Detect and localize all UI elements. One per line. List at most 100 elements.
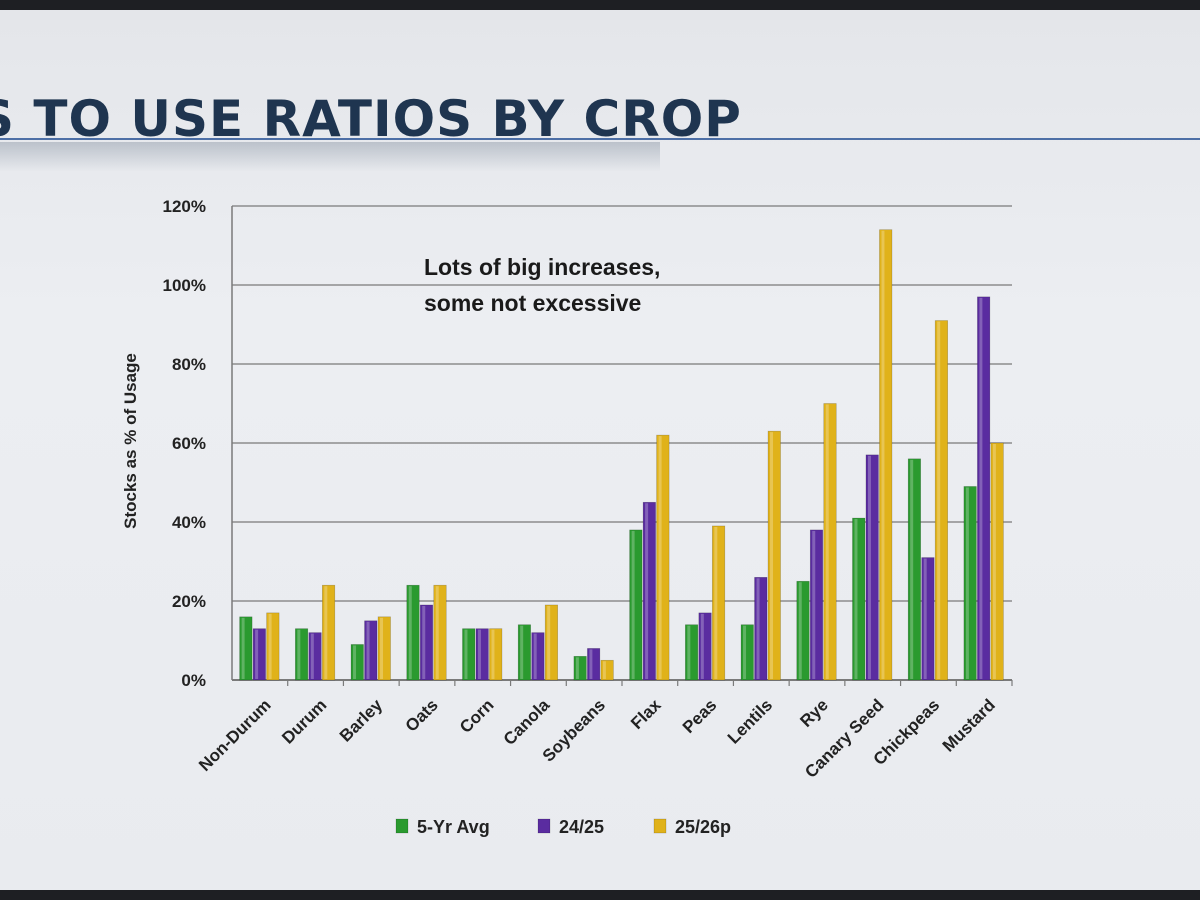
bar — [517, 624, 531, 681]
bar — [642, 501, 656, 681]
chart-annotation: some not excessive — [424, 290, 641, 316]
legend-swatch — [653, 818, 667, 834]
bar — [767, 430, 781, 681]
x-tick-label: Rye — [796, 695, 831, 730]
bar — [377, 616, 391, 681]
bar — [531, 632, 545, 681]
legend-swatch — [395, 818, 409, 834]
bar — [698, 612, 712, 681]
bar-highlight — [965, 487, 969, 679]
bar — [934, 320, 948, 681]
bar — [475, 628, 489, 681]
bar-highlight — [255, 629, 259, 679]
y-tick-label: 100% — [163, 276, 206, 295]
y-tick-label: 60% — [172, 434, 206, 453]
bar-highlight — [937, 321, 941, 679]
x-tick-label: Peas — [679, 695, 721, 737]
bar — [921, 557, 935, 681]
bar-highlight — [589, 649, 593, 679]
bar-highlight — [645, 503, 649, 679]
x-tick-label: Mustard — [939, 695, 999, 755]
legend-label: 5-Yr Avg — [417, 817, 490, 837]
x-tick-label: Durum — [278, 695, 330, 747]
bar-highlight — [658, 436, 662, 679]
bar-highlight — [380, 617, 384, 679]
bar — [462, 628, 476, 681]
bar-highlight — [825, 404, 829, 679]
bar-highlight — [631, 530, 635, 679]
bar — [544, 604, 558, 681]
bar — [573, 655, 587, 681]
bar-highlight — [867, 455, 871, 679]
bar — [239, 616, 253, 681]
bar — [600, 659, 614, 681]
bar — [712, 525, 726, 681]
x-tick-label: Oats — [402, 695, 442, 735]
bar — [963, 486, 977, 681]
bar-highlight — [854, 519, 858, 679]
bar-highlight — [602, 661, 606, 679]
bar — [990, 442, 1004, 681]
x-tick-label: Corn — [456, 695, 497, 736]
legend-swatch — [537, 818, 551, 834]
bar-highlight — [881, 230, 885, 679]
bar — [266, 612, 280, 681]
bar-highlight — [310, 633, 314, 679]
bar-highlight — [477, 629, 481, 679]
legend-label: 24/25 — [559, 817, 604, 837]
bar-highlight — [408, 586, 412, 679]
y-axis-title: Stocks as % of Usage — [121, 353, 140, 529]
x-tick-label: Flax — [627, 695, 665, 733]
bar-highlight — [435, 586, 439, 679]
bar-highlight — [700, 613, 704, 679]
x-tick-label: Lentils — [724, 695, 776, 747]
bar-highlight — [366, 621, 370, 679]
y-tick-label: 80% — [172, 355, 206, 374]
bar — [433, 584, 447, 681]
bar — [879, 229, 893, 681]
bar — [796, 580, 810, 681]
bar — [587, 648, 601, 681]
bar-highlight — [798, 582, 802, 679]
bar — [489, 628, 503, 681]
bar — [295, 628, 309, 681]
bar-highlight — [812, 530, 816, 679]
bar — [656, 434, 670, 681]
x-tick-label: Barley — [336, 695, 387, 746]
y-tick-label: 0% — [181, 671, 206, 690]
bar — [685, 624, 699, 681]
bar-highlight — [297, 629, 301, 679]
chart-annotation: Lots of big increases, — [424, 254, 660, 280]
bar-highlight — [533, 633, 537, 679]
title-underline — [0, 138, 1200, 140]
bar-highlight — [520, 625, 524, 679]
bar-highlight — [547, 605, 551, 679]
bar — [852, 517, 866, 681]
bar-highlight — [464, 629, 468, 679]
x-tick-label: Non-Durum — [195, 695, 275, 775]
bar — [252, 628, 266, 681]
y-tick-label: 120% — [163, 197, 206, 216]
bar-highlight — [324, 586, 328, 679]
bar-highlight — [491, 629, 495, 679]
bar — [364, 620, 378, 681]
bar-highlight — [422, 605, 426, 679]
title-reflection — [0, 142, 660, 172]
bar — [823, 403, 837, 681]
bar-highlight — [756, 578, 760, 679]
bar-highlight — [979, 297, 983, 679]
bar-highlight — [743, 625, 747, 679]
y-tick-label: 20% — [172, 592, 206, 611]
y-tick-label: 40% — [172, 513, 206, 532]
bar — [406, 584, 420, 681]
bar — [350, 644, 364, 681]
bar — [308, 632, 322, 681]
bar — [977, 296, 991, 681]
bar-highlight — [353, 645, 357, 679]
bar-highlight — [992, 444, 996, 679]
bar — [740, 624, 754, 681]
legend-label: 25/26p — [675, 817, 731, 837]
bottom-bar — [0, 890, 1200, 900]
bar-highlight — [268, 613, 272, 679]
